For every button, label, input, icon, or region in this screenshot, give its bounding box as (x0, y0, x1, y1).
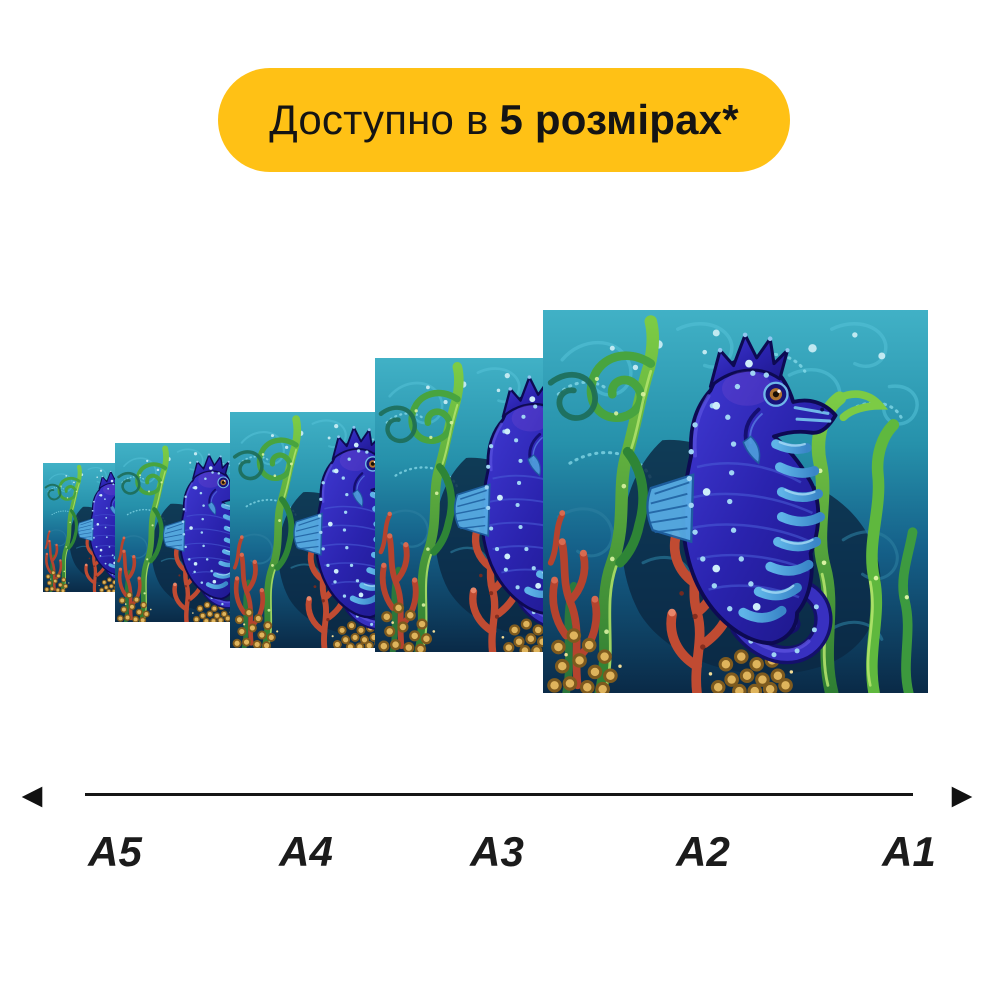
left-arrow-icon: ◀ (21, 779, 43, 810)
size-label-a5: A5 (88, 828, 142, 875)
size-label-a4: A4 (279, 828, 333, 875)
size-label-a2: A2 (676, 828, 730, 875)
size-label-a1: A1 (882, 828, 936, 875)
availability-badge: Доступно в 5 розмірах* (218, 68, 790, 172)
size-label-a3: A3 (470, 828, 524, 875)
badge-text-regular: Доступно в (269, 96, 489, 143)
right-arrow-icon: ▶ (951, 779, 973, 810)
badge-text-bold: 5 розмірах* (499, 96, 739, 143)
artwork-preview-a1 (543, 310, 928, 693)
size-scale-line (85, 793, 913, 796)
